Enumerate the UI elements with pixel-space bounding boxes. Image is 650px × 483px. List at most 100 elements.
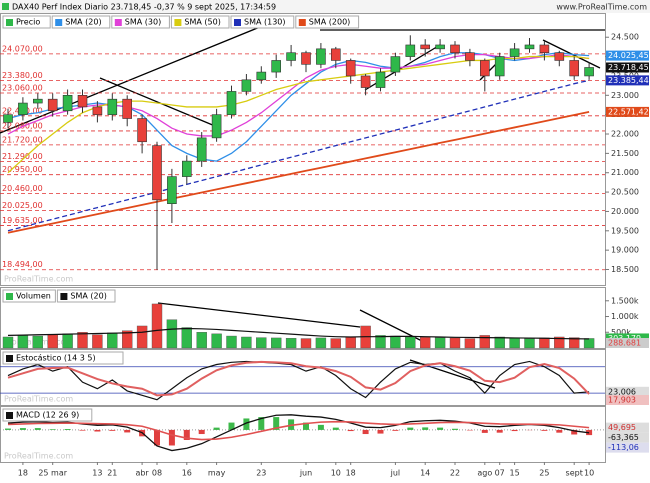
candle-body <box>375 71 386 88</box>
level-label: 21.290,00 <box>2 152 43 161</box>
histogram-bar <box>362 429 369 435</box>
histogram-bar <box>198 429 205 435</box>
series-line <box>7 414 590 452</box>
candle-body <box>18 102 28 115</box>
level-label: 18.494,00 <box>2 260 43 269</box>
candle-body <box>167 176 177 205</box>
x-tick-label: 10 <box>331 469 341 478</box>
histogram-bar <box>392 429 399 431</box>
y-tick-label: 20.000 <box>611 207 639 216</box>
candle-body <box>420 44 431 50</box>
legend-swatch <box>114 19 122 26</box>
candle-body <box>286 52 296 61</box>
candle-body <box>62 95 73 112</box>
volume-bar <box>434 337 446 349</box>
legend-swatch <box>60 293 68 300</box>
x-tick-label: 18 <box>18 469 28 478</box>
level-label: 24.070,00 <box>2 44 43 53</box>
x-tick-label: may <box>208 469 226 478</box>
histogram-bar <box>168 429 175 446</box>
candle-body <box>479 60 490 77</box>
y-tick-label: 22.000 <box>611 130 639 139</box>
volume-bar <box>583 338 595 349</box>
candle-body <box>196 137 207 162</box>
histogram-bar <box>422 427 429 430</box>
histogram-bar <box>407 427 414 430</box>
volume-bar <box>271 337 282 349</box>
trend-line <box>157 302 361 328</box>
legend-swatch <box>6 293 13 300</box>
candle-body <box>122 98 132 119</box>
histogram-bar <box>5 428 11 430</box>
histogram-bar <box>213 427 220 430</box>
histogram-bar <box>541 429 548 431</box>
histogram-bar <box>556 429 563 433</box>
volume-bar <box>509 337 520 349</box>
histogram-bar <box>258 417 265 430</box>
legend-label: Precio <box>16 18 40 27</box>
x-tick-label: 23 <box>256 469 266 478</box>
volume-bar <box>226 335 237 349</box>
candle-body <box>137 118 147 143</box>
value-tag-box <box>606 422 649 433</box>
candle-body <box>182 160 192 177</box>
legend-swatch <box>234 19 241 26</box>
legend-label: Volumen <box>16 292 51 301</box>
y-tick-label: 1.500k <box>611 296 639 305</box>
x-tick-label: abr <box>135 469 149 478</box>
volume-bar <box>375 335 386 349</box>
candle-body <box>524 44 535 50</box>
volume-bar <box>32 335 43 349</box>
candle-body <box>211 114 222 139</box>
legend-label: SMA (50) <box>184 18 220 27</box>
volume-bar <box>449 337 461 349</box>
legend-label: MACD (12 26 9) <box>16 411 79 420</box>
legend-swatch <box>174 19 182 26</box>
series-line <box>7 327 590 340</box>
y-tick-label: 21.500 <box>611 149 639 158</box>
volume-bar <box>539 337 550 349</box>
level-label: 21.720,00 <box>2 135 43 144</box>
volume-bar <box>136 325 148 349</box>
candle-body <box>360 75 371 88</box>
x-tick-label: 15 <box>510 469 520 478</box>
histogram-bar <box>228 422 235 430</box>
value-tag: -63,365 <box>608 433 639 442</box>
site: www.ProRealTime.com <box>556 3 647 12</box>
volume-bar <box>17 335 29 349</box>
histogram-bar <box>377 429 384 434</box>
x-tick-label: 10 <box>584 469 594 478</box>
value-tag: 17,903 <box>608 396 636 405</box>
volume-bar <box>315 337 327 349</box>
value-tag-box <box>606 338 649 348</box>
series-line <box>7 52 590 162</box>
series-line <box>7 420 590 441</box>
series-line <box>7 55 590 174</box>
level-label: 20.025,00 <box>2 201 43 210</box>
volume-bar <box>420 337 431 349</box>
x-tick-label: 25 mar <box>38 469 67 478</box>
candle-body <box>345 60 356 77</box>
candle-body <box>494 56 505 77</box>
panel-frames <box>0 13 606 463</box>
value-tag-box <box>606 50 649 61</box>
candle-body <box>152 145 162 201</box>
volume-bar <box>2 336 14 349</box>
x-tick-label: 21 <box>107 469 117 478</box>
histogram-bar <box>303 422 309 430</box>
value-tag-box <box>606 62 649 73</box>
candle-body <box>584 67 594 77</box>
legend-box <box>51 15 111 29</box>
series-line <box>7 360 590 401</box>
legend-box <box>2 289 56 303</box>
header-icon <box>2 3 9 10</box>
x-tick-label: 16 <box>182 469 192 478</box>
histogram-bar <box>34 428 41 430</box>
legend-box <box>111 15 170 29</box>
volume-bar <box>330 338 341 349</box>
macd-frame <box>0 406 606 463</box>
candle-body <box>450 44 460 54</box>
candle-body <box>569 60 580 77</box>
